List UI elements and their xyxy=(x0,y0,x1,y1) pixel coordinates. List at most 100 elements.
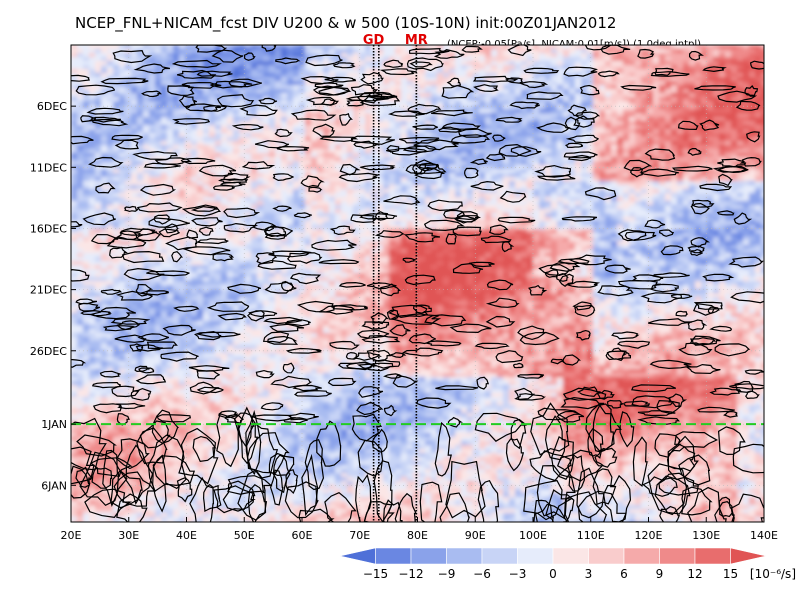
field-cell xyxy=(329,169,336,174)
field-cell xyxy=(491,141,498,146)
field-cell xyxy=(257,93,264,98)
field-cell xyxy=(377,161,384,166)
field-cell xyxy=(485,141,492,146)
field-cell xyxy=(305,69,312,74)
field-cell xyxy=(395,197,402,202)
field-cell xyxy=(293,153,300,158)
field-cell xyxy=(383,209,390,214)
field-cell xyxy=(635,205,642,210)
field-cell xyxy=(743,65,750,70)
field-cell xyxy=(281,161,288,166)
field-cell xyxy=(629,89,636,94)
field-cell xyxy=(605,173,612,178)
field-cell xyxy=(671,137,678,142)
field-cell xyxy=(605,181,612,186)
field-cell xyxy=(479,185,486,190)
field-cell xyxy=(401,113,408,118)
field-cell xyxy=(437,45,444,50)
field-cell xyxy=(317,205,324,210)
field-cell xyxy=(575,129,582,134)
field-cell xyxy=(251,53,258,58)
field-cell xyxy=(425,181,432,186)
field-cell xyxy=(77,49,84,54)
field-cell xyxy=(377,173,384,178)
field-cell xyxy=(635,141,642,146)
field-cell xyxy=(167,57,174,62)
field-cell xyxy=(581,105,588,110)
field-cell xyxy=(689,173,696,178)
field-cell xyxy=(551,137,558,142)
field-cell xyxy=(647,97,654,102)
field-cell xyxy=(257,133,264,138)
field-cell xyxy=(413,81,420,86)
field-cell xyxy=(443,101,450,106)
field-cell xyxy=(683,57,690,62)
field-cell xyxy=(593,77,600,82)
field-cell xyxy=(515,165,522,170)
field-cell xyxy=(269,201,276,206)
field-cell xyxy=(671,113,678,118)
field-cell xyxy=(515,97,522,102)
field-cell xyxy=(377,93,384,98)
field-cell xyxy=(353,57,360,62)
field-cell xyxy=(455,65,462,70)
field-cell xyxy=(443,61,450,66)
field-cell xyxy=(209,149,216,154)
field-cell xyxy=(455,197,462,202)
field-cell xyxy=(641,145,648,150)
field-cell xyxy=(107,145,114,150)
field-cell xyxy=(563,161,570,166)
field-cell xyxy=(101,109,108,114)
field-cell xyxy=(599,109,606,114)
field-cell xyxy=(257,45,264,50)
field-cell xyxy=(557,53,564,58)
field-cell xyxy=(203,85,210,90)
field-cell xyxy=(293,157,300,162)
field-cell xyxy=(761,53,764,58)
field-cell xyxy=(197,57,204,62)
field-cell xyxy=(761,193,764,198)
field-cell xyxy=(71,97,78,102)
field-cell xyxy=(317,149,324,154)
field-cell xyxy=(725,93,732,98)
field-cell xyxy=(287,121,294,126)
field-cell xyxy=(515,109,522,114)
field-cell xyxy=(269,141,276,146)
field-cell xyxy=(503,65,510,70)
field-cell xyxy=(365,45,372,50)
field-cell xyxy=(491,125,498,130)
field-cell xyxy=(485,61,492,66)
field-cell xyxy=(527,89,534,94)
field-cell xyxy=(659,117,666,122)
field-cell xyxy=(587,113,594,118)
field-cell xyxy=(251,197,258,202)
field-cell xyxy=(317,65,324,70)
field-cell xyxy=(107,125,114,130)
field-cell xyxy=(437,105,444,110)
field-cell xyxy=(389,57,396,62)
field-cell xyxy=(659,89,666,94)
field-cell xyxy=(719,205,726,210)
field-cell xyxy=(131,165,138,170)
field-cell xyxy=(389,121,396,126)
field-cell xyxy=(425,97,432,102)
field-cell xyxy=(641,173,648,178)
field-cell xyxy=(287,73,294,78)
field-cell xyxy=(365,153,372,158)
field-cell xyxy=(653,153,660,158)
field-cell xyxy=(425,197,432,202)
field-cell xyxy=(335,177,342,182)
field-cell xyxy=(647,101,654,106)
field-cell xyxy=(377,121,384,126)
field-cell xyxy=(353,69,360,74)
field-cell xyxy=(227,81,234,86)
field-cell xyxy=(635,109,642,114)
field-cell xyxy=(683,45,690,50)
field-cell xyxy=(395,89,402,94)
field-cell xyxy=(101,161,108,166)
field-cell xyxy=(653,145,660,150)
field-cell xyxy=(341,185,348,190)
field-cell xyxy=(581,113,588,118)
field-cell xyxy=(653,189,660,194)
field-cell xyxy=(641,153,648,158)
